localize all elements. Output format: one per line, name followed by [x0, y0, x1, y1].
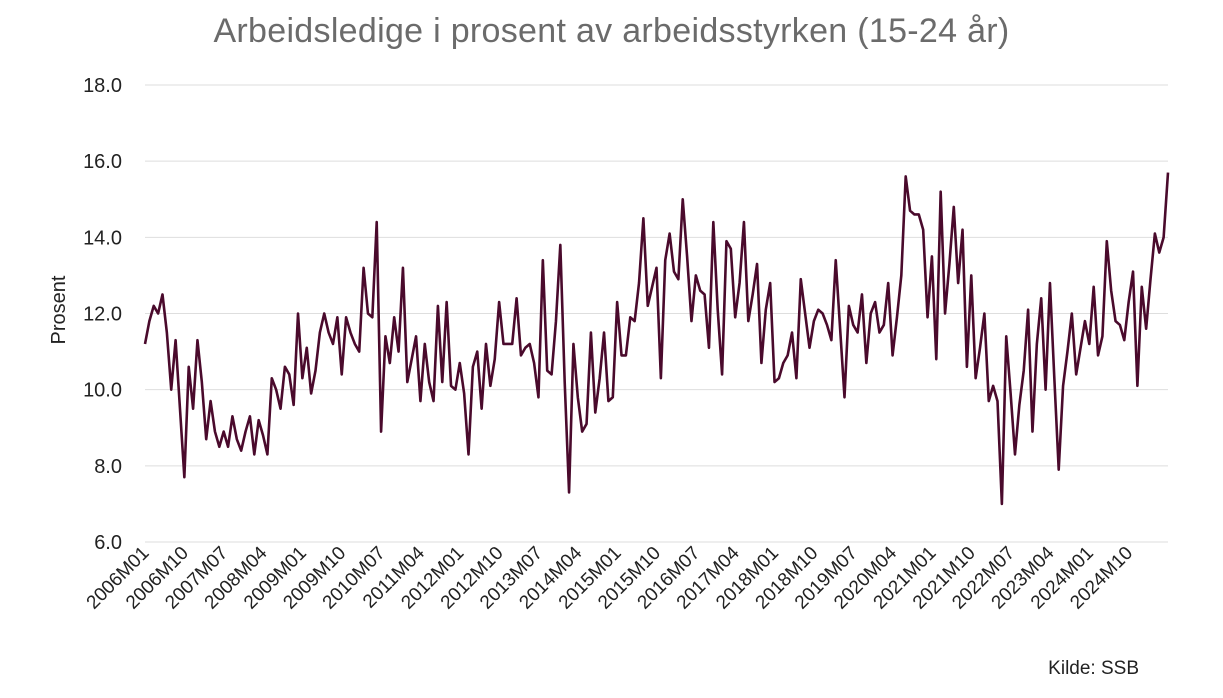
y-axis-label: Prosent	[48, 275, 70, 344]
y-tick-label: 18.0	[83, 75, 122, 97]
y-tick-label: 10.0	[83, 380, 122, 402]
y-tick-label: 8.0	[94, 456, 122, 478]
x-axis-ticks: 2006M012006M102007M072008M042009M012009M…	[83, 542, 1138, 613]
y-tick-label: 12.0	[83, 304, 122, 326]
y-tick-label: 16.0	[83, 151, 122, 173]
y-tick-label: 6.0	[94, 532, 122, 554]
y-tick-label: 14.0	[83, 227, 122, 249]
series-line	[143, 172, 1170, 506]
series-layer	[143, 172, 1170, 506]
source-note: Kilde: SSB	[1048, 658, 1139, 679]
y-axis-ticks: 6.0 8.0 10.0 12.0 14.0 16.0 18.0	[83, 75, 122, 554]
gridlines	[145, 84, 1168, 543]
chart-title: Arbeidsledige i prosent av arbeidsstyrke…	[213, 12, 1010, 50]
